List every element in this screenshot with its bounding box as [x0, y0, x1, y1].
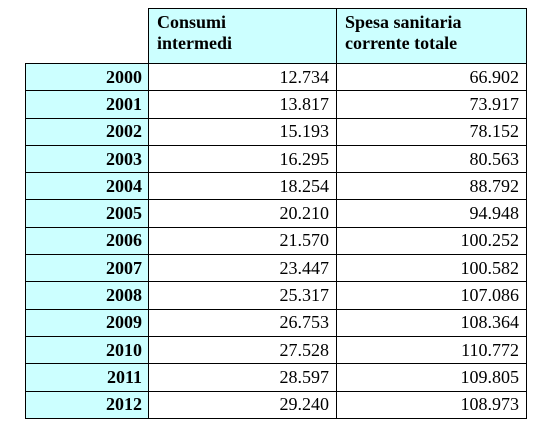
table-row: 2001 13.817 73.917 [25, 90, 527, 119]
consumi-intermedi-cell: 21.570 [148, 226, 337, 256]
table-row: 2002 15.193 78.152 [25, 117, 527, 146]
spesa-totale-cell: 108.364 [336, 308, 527, 337]
consumi-intermedi-cell: 12.734 [148, 62, 337, 92]
spesa-totale-cell: 110.772 [336, 335, 527, 365]
consumi-intermedi-cell: 16.295 [148, 144, 337, 174]
table-row: 2011 28.597 109.805 [25, 363, 527, 392]
table-row: 2009 26.753 108.364 [25, 308, 527, 337]
table-row: 2003 16.295 80.563 [25, 144, 527, 174]
spesa-totale-cell: 100.252 [336, 226, 527, 256]
consumi-intermedi-cell: 23.447 [148, 254, 337, 283]
spesa-totale-cell: 109.805 [336, 363, 527, 392]
year-cell: 2002 [25, 117, 149, 146]
spesa-totale-cell: 80.563 [336, 144, 527, 174]
table-row: 2007 23.447 100.582 [25, 254, 527, 283]
year-cell: 2004 [25, 172, 149, 201]
year-cell: 2010 [25, 335, 149, 365]
spesa-totale-cell: 73.917 [336, 90, 527, 119]
table-row: 2012 29.240 108.973 [25, 390, 527, 419]
column-header-consumi-intermedi: Consumi intermedi [148, 8, 337, 64]
year-cell: 2003 [25, 144, 149, 174]
table-row: 2010 27.528 110.772 [25, 335, 527, 365]
table-row: 2008 25.317 107.086 [25, 281, 527, 310]
consumi-intermedi-cell: 13.817 [148, 90, 337, 119]
table-row: 2006 21.570 100.252 [25, 226, 527, 256]
header-row: Consumi intermedi Spesa sanitaria corren… [25, 8, 527, 64]
column-header-spesa-sanitaria: Spesa sanitaria corrente totale [336, 8, 527, 64]
column-header-line: Consumi [157, 12, 227, 32]
year-cell: 2012 [25, 390, 149, 419]
consumi-intermedi-cell: 20.210 [148, 199, 337, 228]
consumi-intermedi-cell: 28.597 [148, 363, 337, 392]
year-cell: 2006 [25, 226, 149, 256]
year-cell: 2000 [25, 62, 149, 92]
spesa-totale-cell: 66.902 [336, 62, 527, 92]
consumi-intermedi-cell: 29.240 [148, 390, 337, 419]
year-cell: 2005 [25, 199, 149, 228]
corner-cell [25, 8, 149, 64]
spesa-totale-cell: 107.086 [336, 281, 527, 310]
table-row: 2004 18.254 88.792 [25, 172, 527, 201]
year-cell: 2001 [25, 90, 149, 119]
consumi-intermedi-cell: 15.193 [148, 117, 337, 146]
year-cell: 2008 [25, 281, 149, 310]
spesa-totale-cell: 94.948 [336, 199, 527, 228]
column-header-line: corrente totale [345, 33, 458, 53]
year-cell: 2011 [25, 363, 149, 392]
consumi-intermedi-cell: 27.528 [148, 335, 337, 365]
spesa-totale-cell: 88.792 [336, 172, 527, 201]
spesa-totale-cell: 108.973 [336, 390, 527, 419]
consumi-intermedi-cell: 26.753 [148, 308, 337, 337]
table-row: 2005 20.210 94.948 [25, 199, 527, 228]
year-cell: 2007 [25, 254, 149, 283]
consumi-intermedi-cell: 18.254 [148, 172, 337, 201]
table-row: 2000 12.734 66.902 [25, 62, 527, 92]
data-table: Consumi intermedi Spesa sanitaria corren… [25, 8, 527, 419]
column-header-line: Spesa sanitaria [345, 12, 462, 32]
column-header-line: intermedi [157, 33, 232, 53]
spesa-totale-cell: 78.152 [336, 117, 527, 146]
consumi-intermedi-cell: 25.317 [148, 281, 337, 310]
year-cell: 2009 [25, 308, 149, 337]
spesa-totale-cell: 100.582 [336, 254, 527, 283]
